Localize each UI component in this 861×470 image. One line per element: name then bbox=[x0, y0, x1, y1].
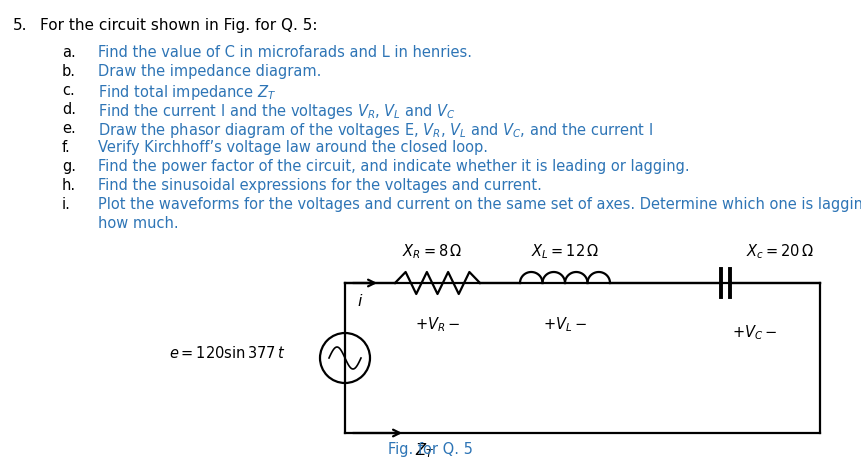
Text: Plot the waveforms for the voltages and current on the same set of axes. Determi: Plot the waveforms for the voltages and … bbox=[98, 197, 861, 212]
Text: d.: d. bbox=[62, 102, 76, 117]
Text: g.: g. bbox=[62, 159, 76, 174]
Text: c.: c. bbox=[62, 83, 75, 98]
Text: $+V_L-$: $+V_L-$ bbox=[543, 315, 587, 334]
Text: Draw the impedance diagram.: Draw the impedance diagram. bbox=[98, 64, 321, 79]
Text: $X_R = 8\,\Omega$: $X_R = 8\,\Omega$ bbox=[402, 243, 462, 261]
Text: $e = 120\sin 377\,t$: $e = 120\sin 377\,t$ bbox=[169, 345, 285, 361]
Text: For the circuit shown in Fig. for Q. 5:: For the circuit shown in Fig. for Q. 5: bbox=[40, 18, 318, 33]
Text: e.: e. bbox=[62, 121, 76, 136]
Text: $X_L = 12\,\Omega$: $X_L = 12\,\Omega$ bbox=[531, 243, 599, 261]
Text: $Z_T$: $Z_T$ bbox=[415, 441, 434, 460]
Text: Find total impedance $Z_T$: Find total impedance $Z_T$ bbox=[98, 83, 276, 102]
Text: Find the sinusoidal expressions for the voltages and current.: Find the sinusoidal expressions for the … bbox=[98, 178, 542, 193]
Text: b.: b. bbox=[62, 64, 76, 79]
Text: f.: f. bbox=[62, 140, 71, 155]
Text: Find the power factor of the circuit, and indicate whether it is leading or lagg: Find the power factor of the circuit, an… bbox=[98, 159, 690, 174]
Text: Verify Kirchhoff’s voltage law around the closed loop.: Verify Kirchhoff’s voltage law around th… bbox=[98, 140, 488, 155]
Text: $i$: $i$ bbox=[357, 293, 363, 309]
Text: $X_c = 20\,\Omega$: $X_c = 20\,\Omega$ bbox=[746, 243, 815, 261]
Text: $+V_R-$: $+V_R-$ bbox=[415, 315, 461, 334]
Text: 5.: 5. bbox=[13, 18, 28, 33]
Text: Find the current I and the voltages $V_R$, $V_L$ and $V_C$: Find the current I and the voltages $V_R… bbox=[98, 102, 456, 121]
Text: Find the value of C in microfarads and L in henries.: Find the value of C in microfarads and L… bbox=[98, 45, 472, 60]
Text: how much.: how much. bbox=[98, 216, 178, 231]
Text: Draw the phasor diagram of the voltages E, $V_R$, $V_L$ and $V_C$, and the curre: Draw the phasor diagram of the voltages … bbox=[98, 121, 653, 140]
Text: $+V_C-$: $+V_C-$ bbox=[732, 323, 777, 342]
Text: a.: a. bbox=[62, 45, 76, 60]
Text: Fig. for Q. 5: Fig. for Q. 5 bbox=[388, 442, 473, 457]
Text: i.: i. bbox=[62, 197, 71, 212]
Text: h.: h. bbox=[62, 178, 76, 193]
